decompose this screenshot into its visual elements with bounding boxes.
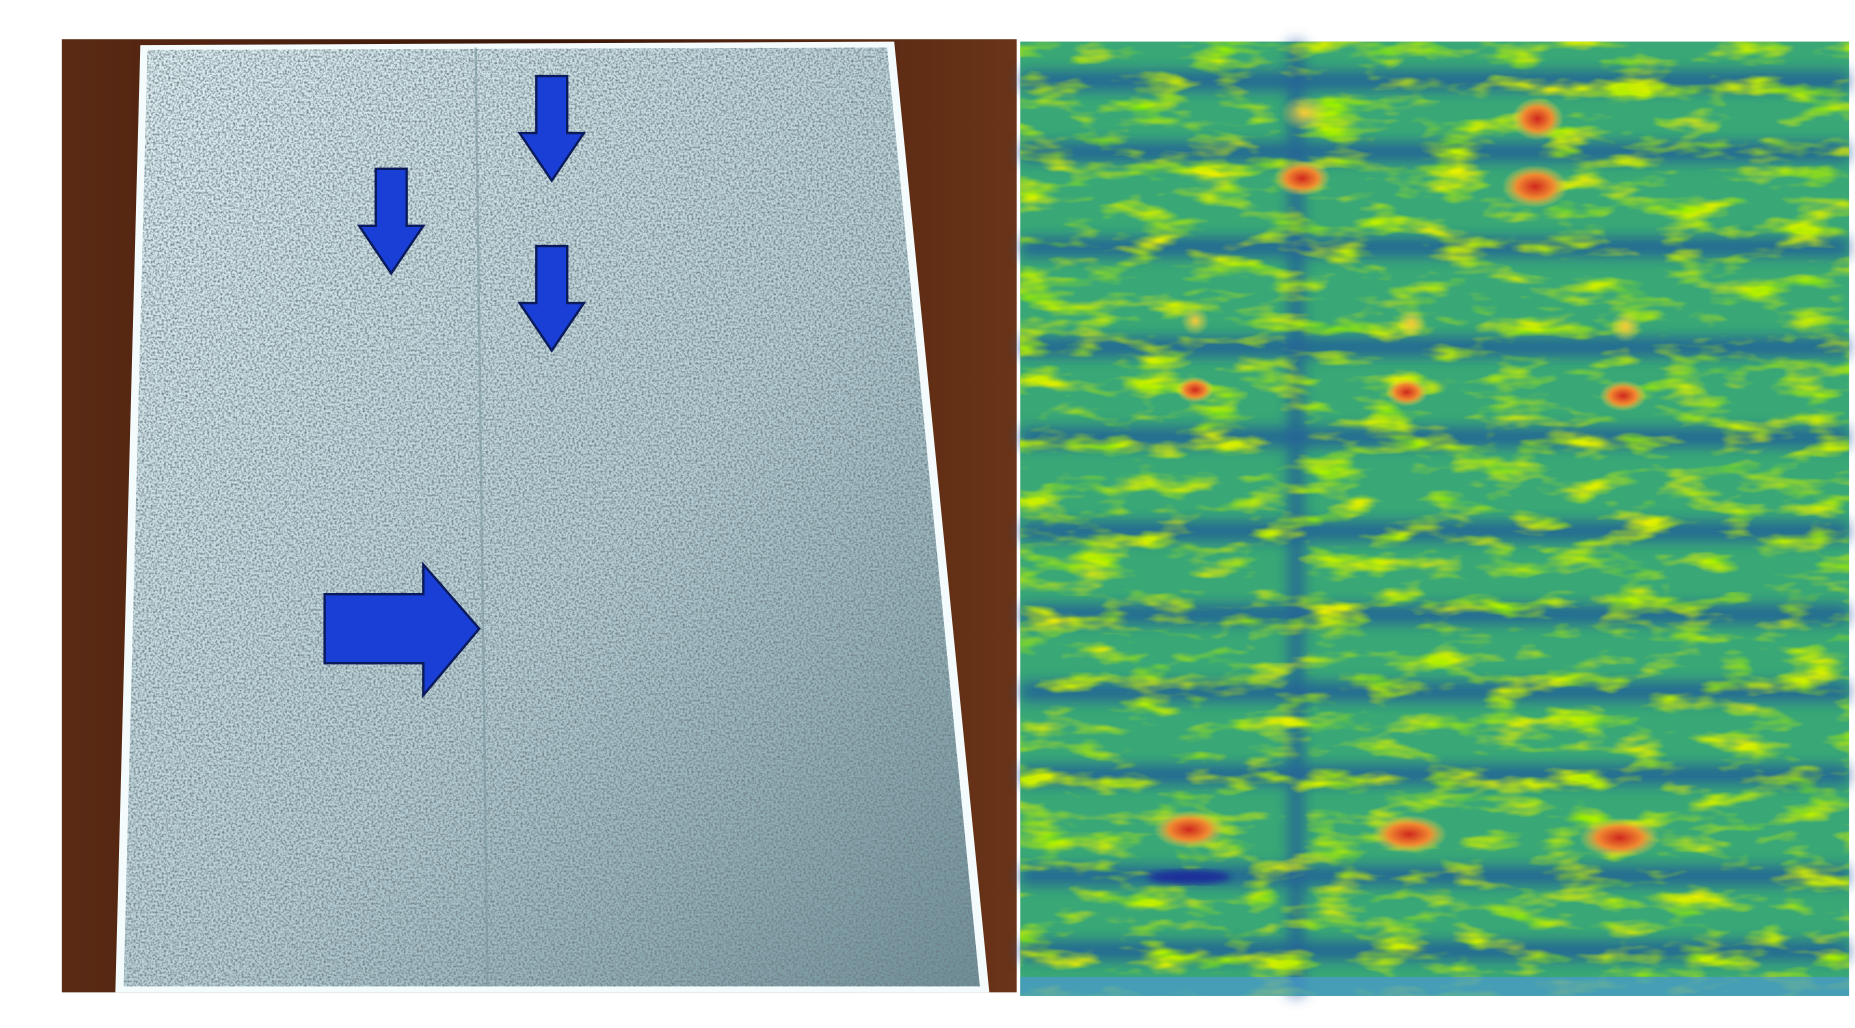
sheet-seam — [474, 47, 489, 987]
warm-spot — [1180, 306, 1210, 336]
hot-spot — [1579, 817, 1660, 859]
thermal-edge — [1020, 976, 1850, 996]
hot-spot — [1273, 160, 1331, 197]
hot-spot — [1385, 377, 1429, 407]
sheet-texture — [123, 47, 980, 987]
down-arrow — [517, 74, 587, 183]
right-arrow — [323, 561, 481, 699]
warm-spot — [1397, 308, 1426, 338]
hotspots — [1147, 95, 1660, 885]
down-arrow — [517, 244, 587, 353]
warm-spot — [1610, 311, 1641, 343]
thermal-panel — [1020, 41, 1850, 996]
hot-spot — [1153, 810, 1225, 849]
hot-spot — [1371, 815, 1448, 854]
warm-spot — [1280, 95, 1329, 131]
hot-spot — [1176, 376, 1215, 403]
hot-spot — [1501, 165, 1569, 208]
photo-panel — [61, 39, 1017, 993]
thermal-texture — [1020, 41, 1850, 996]
hot-spot — [1599, 380, 1647, 412]
cold-spot — [1147, 869, 1231, 885]
arrow-group — [323, 74, 587, 699]
down-arrow — [356, 167, 426, 276]
hot-spot — [1511, 97, 1564, 141]
